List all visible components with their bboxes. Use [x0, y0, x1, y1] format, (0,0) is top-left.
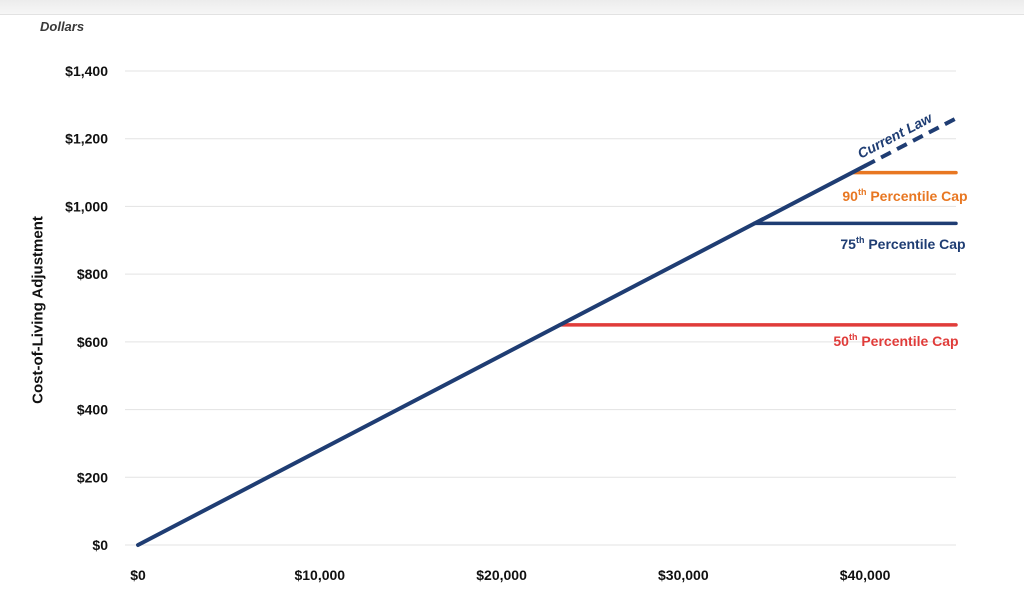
y-tick-label: $600 — [77, 334, 108, 350]
y-tick-label: $200 — [77, 469, 108, 485]
y-tick-label: $1,400 — [65, 63, 108, 79]
x-tick-label: $20,000 — [476, 567, 527, 583]
y-tick-label: $800 — [77, 266, 108, 282]
y-axis-ticks: $0 $200 $400 $600 $800 $1,000 $1,200 $1,400 — [65, 63, 108, 553]
current-law-line-group — [136, 116, 957, 547]
y-tick-label: $1,200 — [65, 131, 108, 147]
y-tick-label: $400 — [77, 402, 108, 418]
x-axis-ticks: $0 $10,000 $20,000 $30,000 $40,000 — [130, 567, 890, 583]
cap-label-75: 75th Percentile Cap — [840, 235, 965, 252]
grid-lines — [125, 70, 956, 546]
y-tick-label: $1,000 — [65, 198, 108, 214]
cap-label-50: 50th Percentile Cap — [833, 332, 958, 349]
current-law-line — [136, 163, 868, 547]
y-tick-label: $0 — [92, 537, 108, 553]
x-tick-label: $30,000 — [658, 567, 709, 583]
series-labels: 90th Percentile Cap 75th Percentile Cap 50… — [833, 109, 967, 349]
units-label: Dollars — [40, 19, 85, 34]
x-tick-label: $0 — [130, 567, 146, 583]
x-tick-label: $40,000 — [840, 567, 891, 583]
current-law-label: Current Law — [855, 109, 936, 161]
window-top-band — [0, 0, 1024, 15]
cap-lines — [557, 170, 958, 327]
cap-label-90: 90th Percentile Cap — [842, 187, 967, 204]
x-tick-label: $10,000 — [294, 567, 345, 583]
